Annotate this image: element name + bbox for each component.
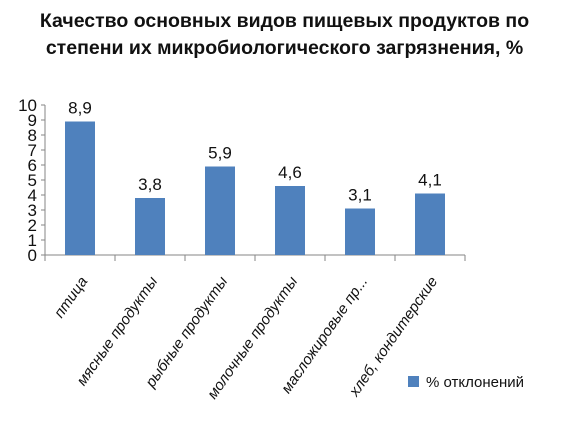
y-tick-label: 5 <box>28 171 37 190</box>
bar <box>205 166 235 255</box>
legend-swatch <box>408 376 419 387</box>
chart-title-line-2: степени их микробиологического загрязнен… <box>45 37 524 59</box>
bar-series <box>65 121 445 255</box>
y-tick-label: 1 <box>28 231 37 250</box>
chart-title: Качество основных видов пищевых продукто… <box>0 8 569 62</box>
y-tick-label: 9 <box>28 111 37 130</box>
data-labels: 8,9 3,8 5,9 4,6 3,1 4,1 <box>68 99 442 205</box>
y-tick-label: 10 <box>18 96 37 115</box>
data-label: 4,6 <box>278 163 302 182</box>
y-tick-label: 2 <box>28 216 37 235</box>
bar <box>415 193 445 255</box>
legend-label: % отклонений <box>426 374 524 391</box>
data-label: 5,9 <box>208 144 232 163</box>
data-label: 8,9 <box>68 99 92 118</box>
category-label: птица <box>51 274 91 322</box>
chart-title-line-1: Качество основных видов пищевых продукто… <box>39 10 530 32</box>
y-tick-label: 6 <box>28 156 37 175</box>
legend: % отклонений <box>408 374 524 391</box>
data-label: 4,1 <box>418 171 442 190</box>
data-label: 3,8 <box>138 175 162 194</box>
bar <box>345 208 375 255</box>
bar <box>135 198 165 255</box>
bar <box>65 121 95 255</box>
data-label: 3,1 <box>348 186 372 205</box>
y-tick-label: 8 <box>28 126 37 145</box>
y-tick-label: 7 <box>28 141 37 160</box>
bar <box>275 186 305 255</box>
y-tick-label: 4 <box>28 186 37 205</box>
y-tick-label: 0 <box>28 246 37 265</box>
y-tick-label: 3 <box>28 201 37 220</box>
